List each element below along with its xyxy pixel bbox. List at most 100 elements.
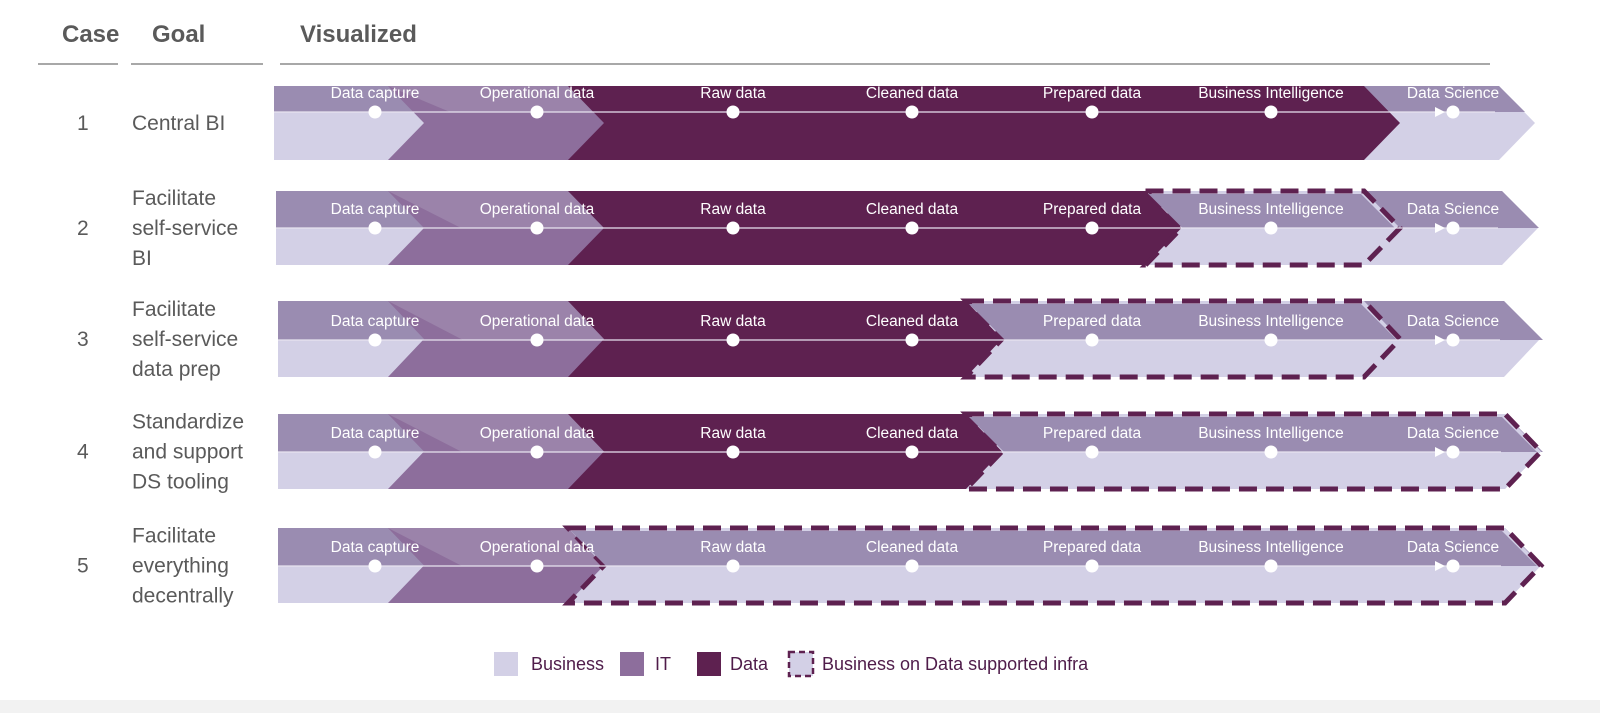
stage-dot (368, 333, 382, 347)
stage-label: Prepared data (1043, 85, 1142, 102)
stage-label: Raw data (700, 85, 766, 102)
stage-label: Data Science (1407, 201, 1499, 218)
stage-dot (1085, 445, 1099, 459)
stage-label: Business Intelligence (1198, 201, 1344, 218)
data-band (568, 86, 1400, 160)
stage-dot (726, 445, 740, 459)
legend-label-data: Data (730, 654, 769, 674)
legend: Business IT Data Business on Data suppor… (494, 650, 1089, 678)
goal-line: BI (132, 247, 152, 270)
header-visualized: Visualized (300, 21, 417, 48)
goal-line: self-service (132, 217, 238, 240)
stage-label: Data capture (331, 85, 420, 102)
stage-dot (1446, 445, 1460, 459)
header-case: Case (62, 21, 119, 48)
stage-label: Cleaned data (866, 539, 959, 556)
stage-dot (905, 445, 919, 459)
legend-label-business: Business (531, 654, 604, 674)
dashed-area-top (1148, 194, 1395, 228)
goal-line: Facilitate (132, 525, 216, 548)
stage-dot (530, 221, 544, 235)
dashed-area-top (969, 417, 1537, 452)
stage-dot (905, 333, 919, 347)
stage-dot (1264, 445, 1278, 459)
stage-dot (368, 105, 382, 119)
header-goal: Goal (152, 21, 205, 48)
goal-line: DS tooling (132, 471, 229, 494)
stage-label: Data capture (331, 313, 420, 330)
legend-swatch-dashed (787, 650, 815, 678)
case-row: 3 Facilitate self-service data prep Data cap… (77, 298, 1543, 381)
stage-label: Operational data (480, 313, 595, 330)
stage-dot (1085, 105, 1099, 119)
dashed-area-top (571, 531, 1537, 566)
case-number: 1 (77, 112, 89, 135)
stage-label: Raw data (700, 539, 766, 556)
stage-dot (1264, 221, 1278, 235)
goal-line: Facilitate (132, 298, 216, 321)
stage-label: Prepared data (1043, 313, 1142, 330)
stage-dot (1446, 333, 1460, 347)
case-rows: 1 Central BI Data capture Operational data R… (77, 85, 1545, 608)
stage-dot (726, 221, 740, 235)
stage-dot (1446, 559, 1460, 573)
stage-label: Business Intelligence (1198, 539, 1344, 556)
arrow-icon (1435, 107, 1445, 117)
stage-label: Data capture (331, 201, 420, 218)
stage-dot (726, 105, 740, 119)
dashed-area-top (969, 304, 1397, 340)
legend-swatch-business (494, 652, 518, 676)
stage-dot (1446, 221, 1460, 235)
stage-dot (1264, 105, 1278, 119)
stage-dot (1085, 333, 1099, 347)
case-row: 2 Facilitate self-service BI Data capture Ope… (77, 187, 1539, 270)
stage-label: Business Intelligence (1198, 425, 1344, 442)
legend-label-dashed: Business on Data supported infra (822, 654, 1089, 674)
stage-dot (368, 221, 382, 235)
stage-label: Raw data (700, 201, 766, 218)
bottom-band (0, 700, 1600, 713)
goal-line: everything (132, 555, 229, 578)
data-band (568, 301, 1038, 377)
stage-dot (726, 333, 740, 347)
stage-label: Operational data (480, 201, 595, 218)
stage-label: Cleaned data (866, 85, 959, 102)
case-number: 5 (77, 555, 89, 578)
stage-label: Raw data (700, 425, 766, 442)
case-row: 4 Standardize and support DS tooling Data ca… (77, 411, 1545, 494)
stage-label: Operational data (480, 539, 595, 556)
stage-dot (1264, 559, 1278, 573)
stage-dot (530, 105, 544, 119)
stage-label: Raw data (700, 313, 766, 330)
stage-label: Data capture (331, 539, 420, 556)
stage-label: Business Intelligence (1198, 313, 1344, 330)
stage-label: Cleaned data (866, 201, 959, 218)
stage-dot (530, 333, 544, 347)
stage-dot (1085, 559, 1099, 573)
stage-label: Data Science (1407, 425, 1499, 442)
stage-label: Cleaned data (866, 425, 959, 442)
stage-dot (1264, 333, 1278, 347)
stage-dot (1085, 221, 1099, 235)
arrow-icon (1435, 223, 1445, 233)
arrow-icon (1435, 335, 1445, 345)
goal-line: Standardize (132, 411, 244, 434)
stage-dot (905, 105, 919, 119)
stage-label: Data Science (1407, 85, 1499, 102)
arrow-icon (1435, 447, 1445, 457)
arrow-icon (1435, 561, 1445, 571)
stage-dot (530, 445, 544, 459)
stage-label: Prepared data (1043, 539, 1142, 556)
stage-dot (905, 559, 919, 573)
goal-line: self-service (132, 328, 238, 351)
goal-line: Central BI (132, 112, 225, 135)
legend-label-it: IT (655, 654, 671, 674)
it-band-top (388, 86, 630, 112)
stage-label: Prepared data (1043, 425, 1142, 442)
stage-label: Operational data (480, 85, 595, 102)
case-row: 1 Central BI Data capture Operational data R… (77, 85, 1535, 160)
stage-label: Data Science (1407, 539, 1499, 556)
case-row: 5 Facilitate everything decentrally Data cap… (77, 525, 1545, 608)
stage-label: Business Intelligence (1198, 85, 1344, 102)
